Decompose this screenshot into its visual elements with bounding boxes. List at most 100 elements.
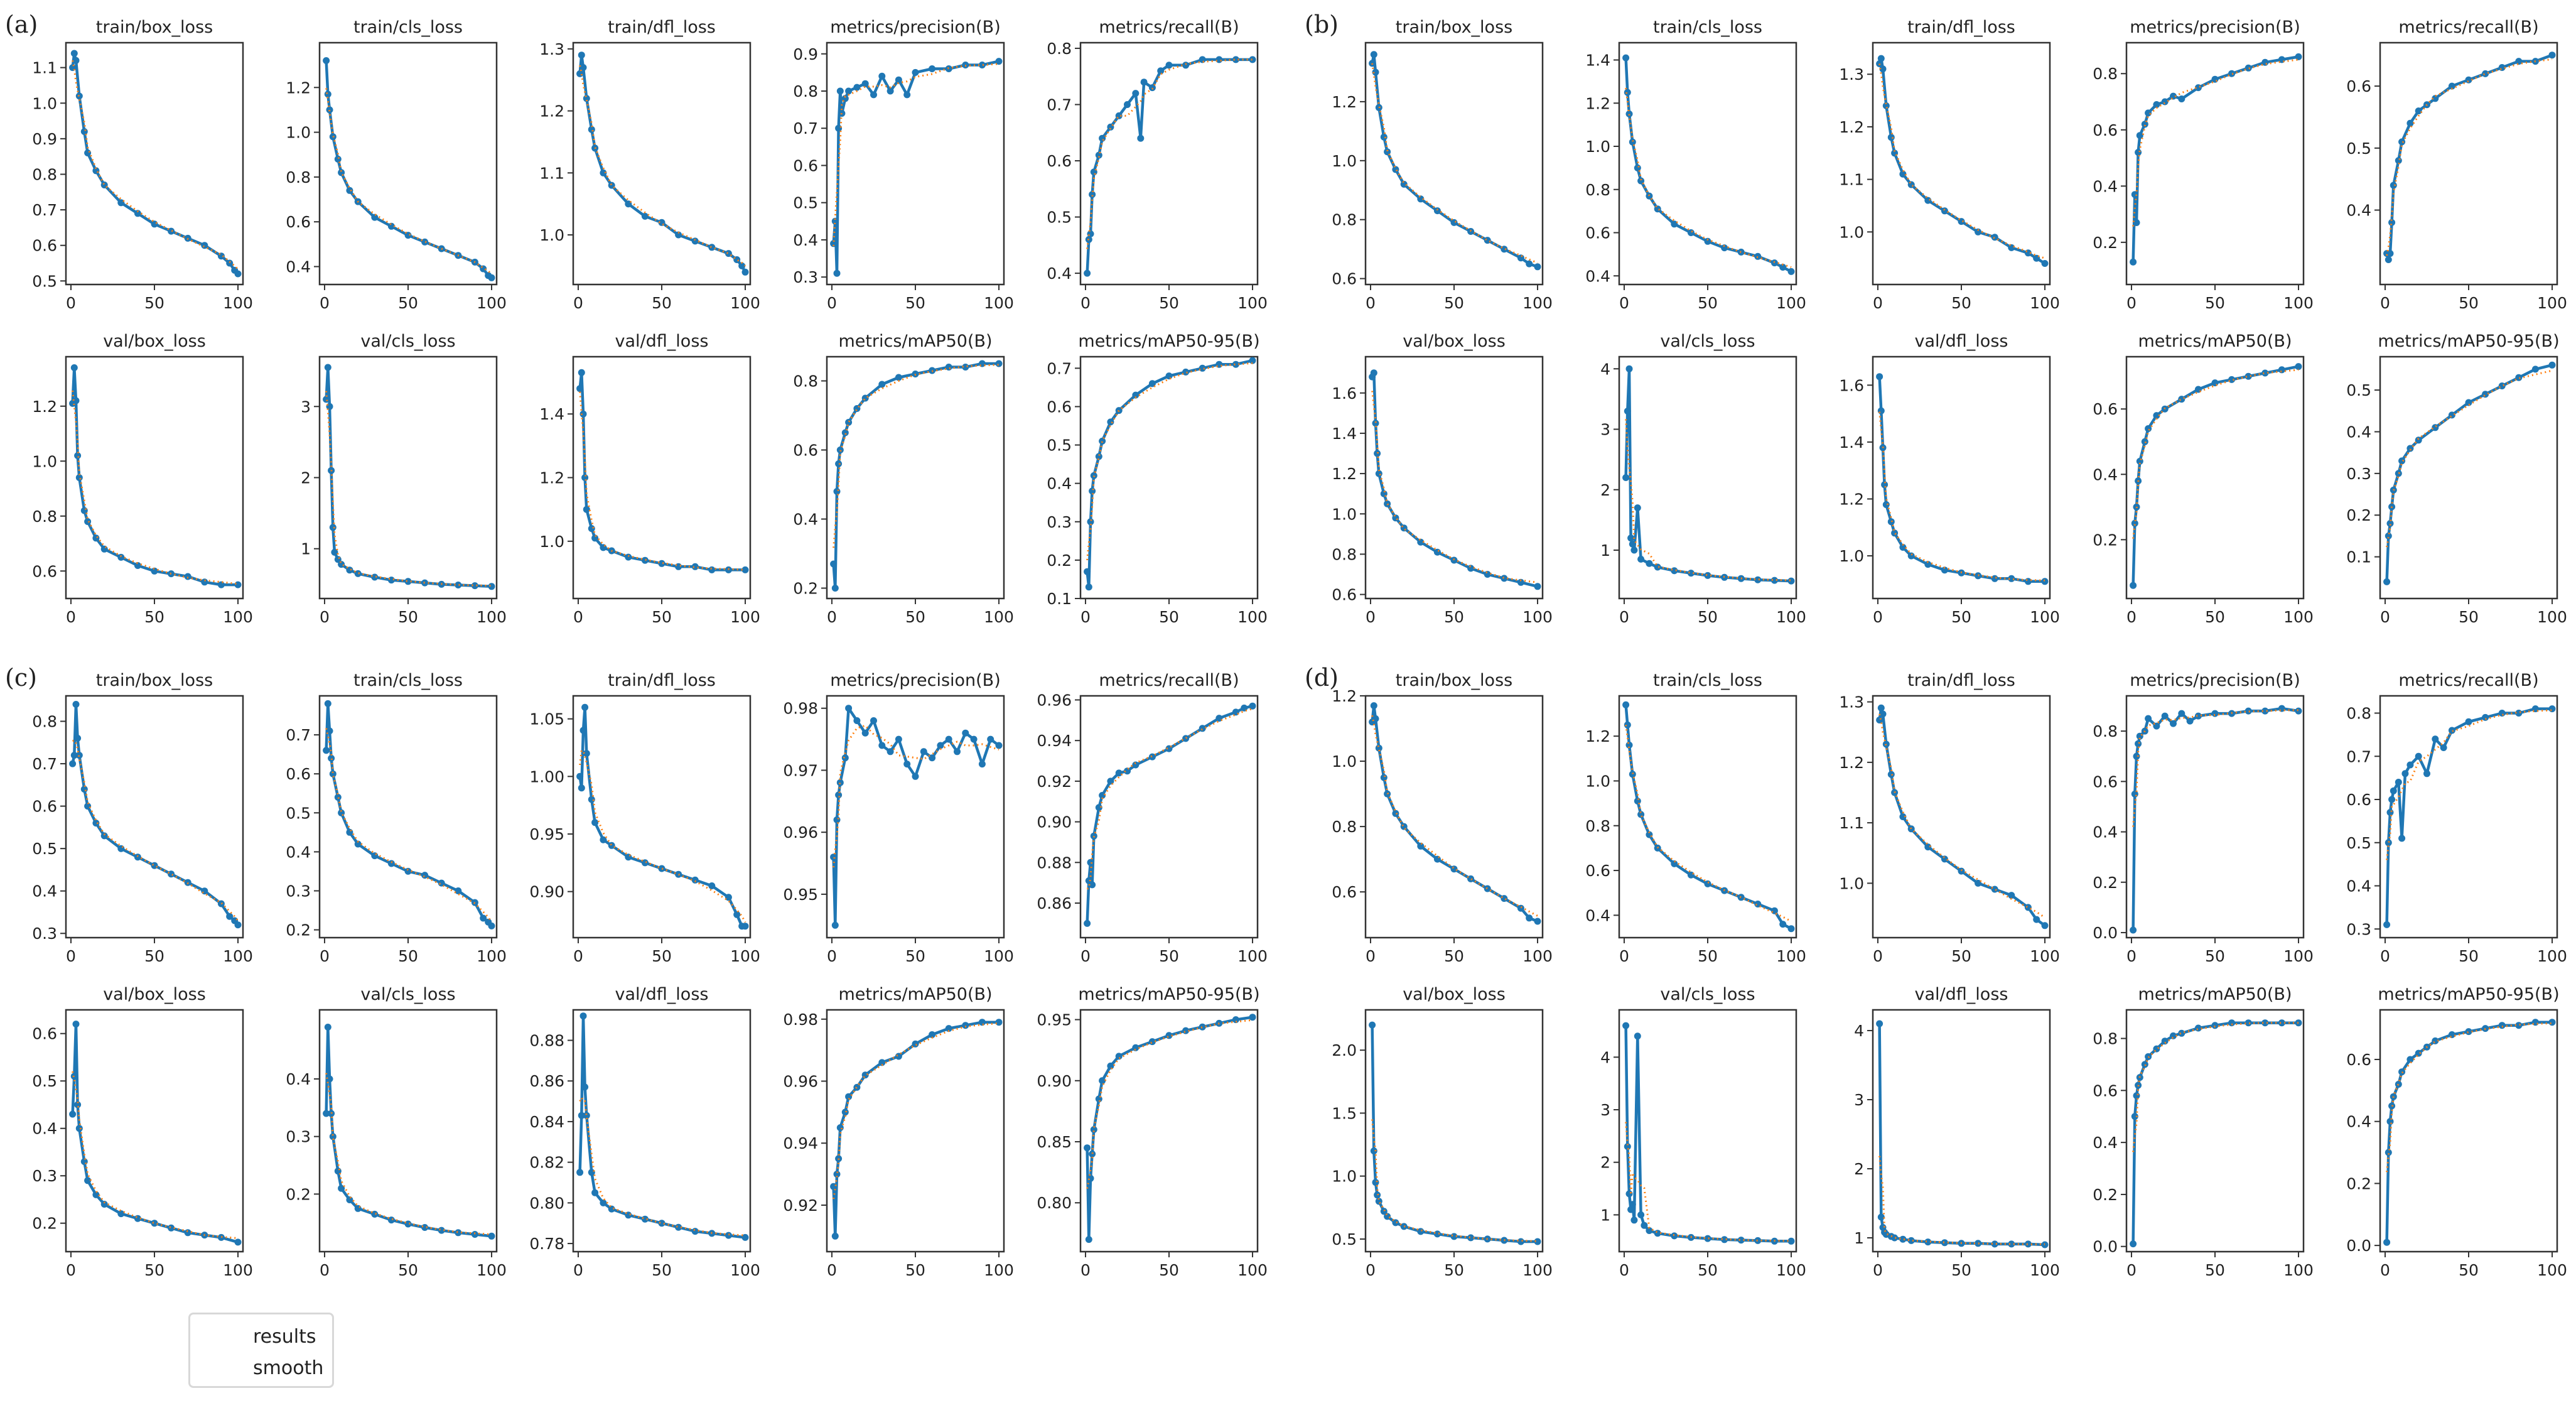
data-point [2498,1022,2506,1029]
data-point [1484,885,1491,892]
plot-frame [2379,1009,2558,1253]
data-point [2130,1240,2137,1248]
data-point [2041,260,2049,267]
y-tick-label: 2.0 [1332,1041,1357,1059]
data-point [1646,560,1653,567]
data-point [708,244,716,251]
data-point [324,364,331,371]
data-point [1400,180,1408,188]
data-point [912,772,919,780]
y-tick-label: 1.2 [539,102,564,121]
data-point [833,816,841,823]
x-tick-label: 0 [2126,608,2137,626]
y-tick-label: 1.0 [286,124,311,142]
data-point [324,90,331,98]
plot-frame [1872,1009,2051,1253]
data-point [371,1210,379,1218]
data-point [2170,720,2177,727]
data-point [835,124,843,132]
data-point [421,579,429,587]
data-point [117,553,125,561]
data-point [1467,1234,1475,1242]
y-tick-label: 0.4 [2346,202,2371,220]
y-tick-label: 0.5 [32,272,57,290]
data-point [354,840,362,848]
data-point [74,735,82,742]
data-point [708,566,716,573]
chart-val-dfl-loss: val/dfl_loss 0 50 100 1.0 1.2 1.4 1.6 [1839,332,2060,626]
chart-metrics-recall-b-: metrics/recall(B) 0 50 100 0.3 0.4 0.5 0.6 0.7 0.… [2346,671,2567,965]
chart-title: val/cls_loss [360,985,455,1004]
data-point [733,911,741,918]
data-point [1704,571,1711,579]
data-point [841,1108,849,1116]
data-point [2383,1238,2391,1246]
data-point [836,1124,844,1132]
x-tick-label: 50 [905,294,925,312]
y-tick-label: 1.4 [539,405,564,423]
data-point [895,374,902,381]
data-point [2245,707,2252,715]
data-point [1687,229,1695,236]
data-point [2415,436,2422,444]
data-point [84,518,92,525]
data-point [2261,369,2269,377]
data-point [2024,904,2032,911]
x-tick-label: 0 [573,608,583,626]
data-point [455,582,462,588]
x-tick-label: 50 [2459,1261,2479,1279]
data-point [1199,364,1206,372]
data-point [2385,532,2392,539]
data-point [488,922,495,929]
data-point [1671,860,1678,867]
chart-title: metrics/recall(B) [1099,671,1239,690]
data-point [92,1191,100,1198]
data-point [1124,101,1131,108]
y-tick-label: 0.8 [2346,705,2371,723]
y-tick-label: 0.5 [2346,834,2371,852]
chart-metrics-map50-95-b-: metrics/mAP50-95(B) 0 50 100 0.1 0.2 0.3 0.4 0.5… [1047,332,1268,626]
x-tick-label: 100 [1522,1261,1553,1279]
data-point [841,429,849,436]
x-tick-label: 50 [2459,608,2479,626]
data-point [346,828,353,836]
data-point [1370,1147,1377,1155]
data-point [861,80,869,87]
data-point [1924,1238,1932,1246]
data-point [92,820,100,827]
legend: results smooth [188,1313,334,1388]
data-point [1630,546,1638,554]
chart-title: metrics/recall(B) [1099,18,1239,37]
x-tick-label: 50 [2205,608,2225,626]
data-point [2211,1022,2219,1029]
data-point [2145,425,2152,432]
data-point [2178,710,2185,717]
y-tick-label: 0.2 [286,1185,311,1203]
y-tick-label: 1.2 [1839,118,1864,136]
data-point [421,872,429,879]
chart-metrics-precision-b-: metrics/precision(B) 0 50 100 0.0 0.2 0.4 0.6 0.… [2093,671,2314,965]
data-point [836,87,844,95]
y-tick-label: 0.2 [2093,531,2118,549]
y-tick-label: 0.3 [1047,513,1072,531]
chart-val-cls-loss: val/cls_loss 0 50 100 1 2 3 4 [1600,332,1806,626]
y-tick-label: 0.8 [1332,211,1357,229]
y-tick-label: 0.4 [286,843,311,861]
data-point [2548,705,2556,713]
chart-title: metrics/mAP50-95(B) [2378,985,2559,1004]
y-tick-label: 1.6 [1839,376,1864,394]
data-point [1140,79,1148,86]
data-point [1627,1206,1635,1213]
chart-title: val/box_loss [103,985,206,1004]
data-point [1899,544,1907,551]
data-point [2194,1024,2202,1032]
data-point [338,1184,345,1192]
data-point [2041,922,2049,929]
data-point [1779,264,1787,271]
series-line-smooth [1371,63,1538,264]
data-point [2135,740,2142,747]
y-tick-label: 1.2 [1585,727,1610,745]
y-tick-label: 0.6 [32,562,57,580]
plot-frame [318,355,498,600]
